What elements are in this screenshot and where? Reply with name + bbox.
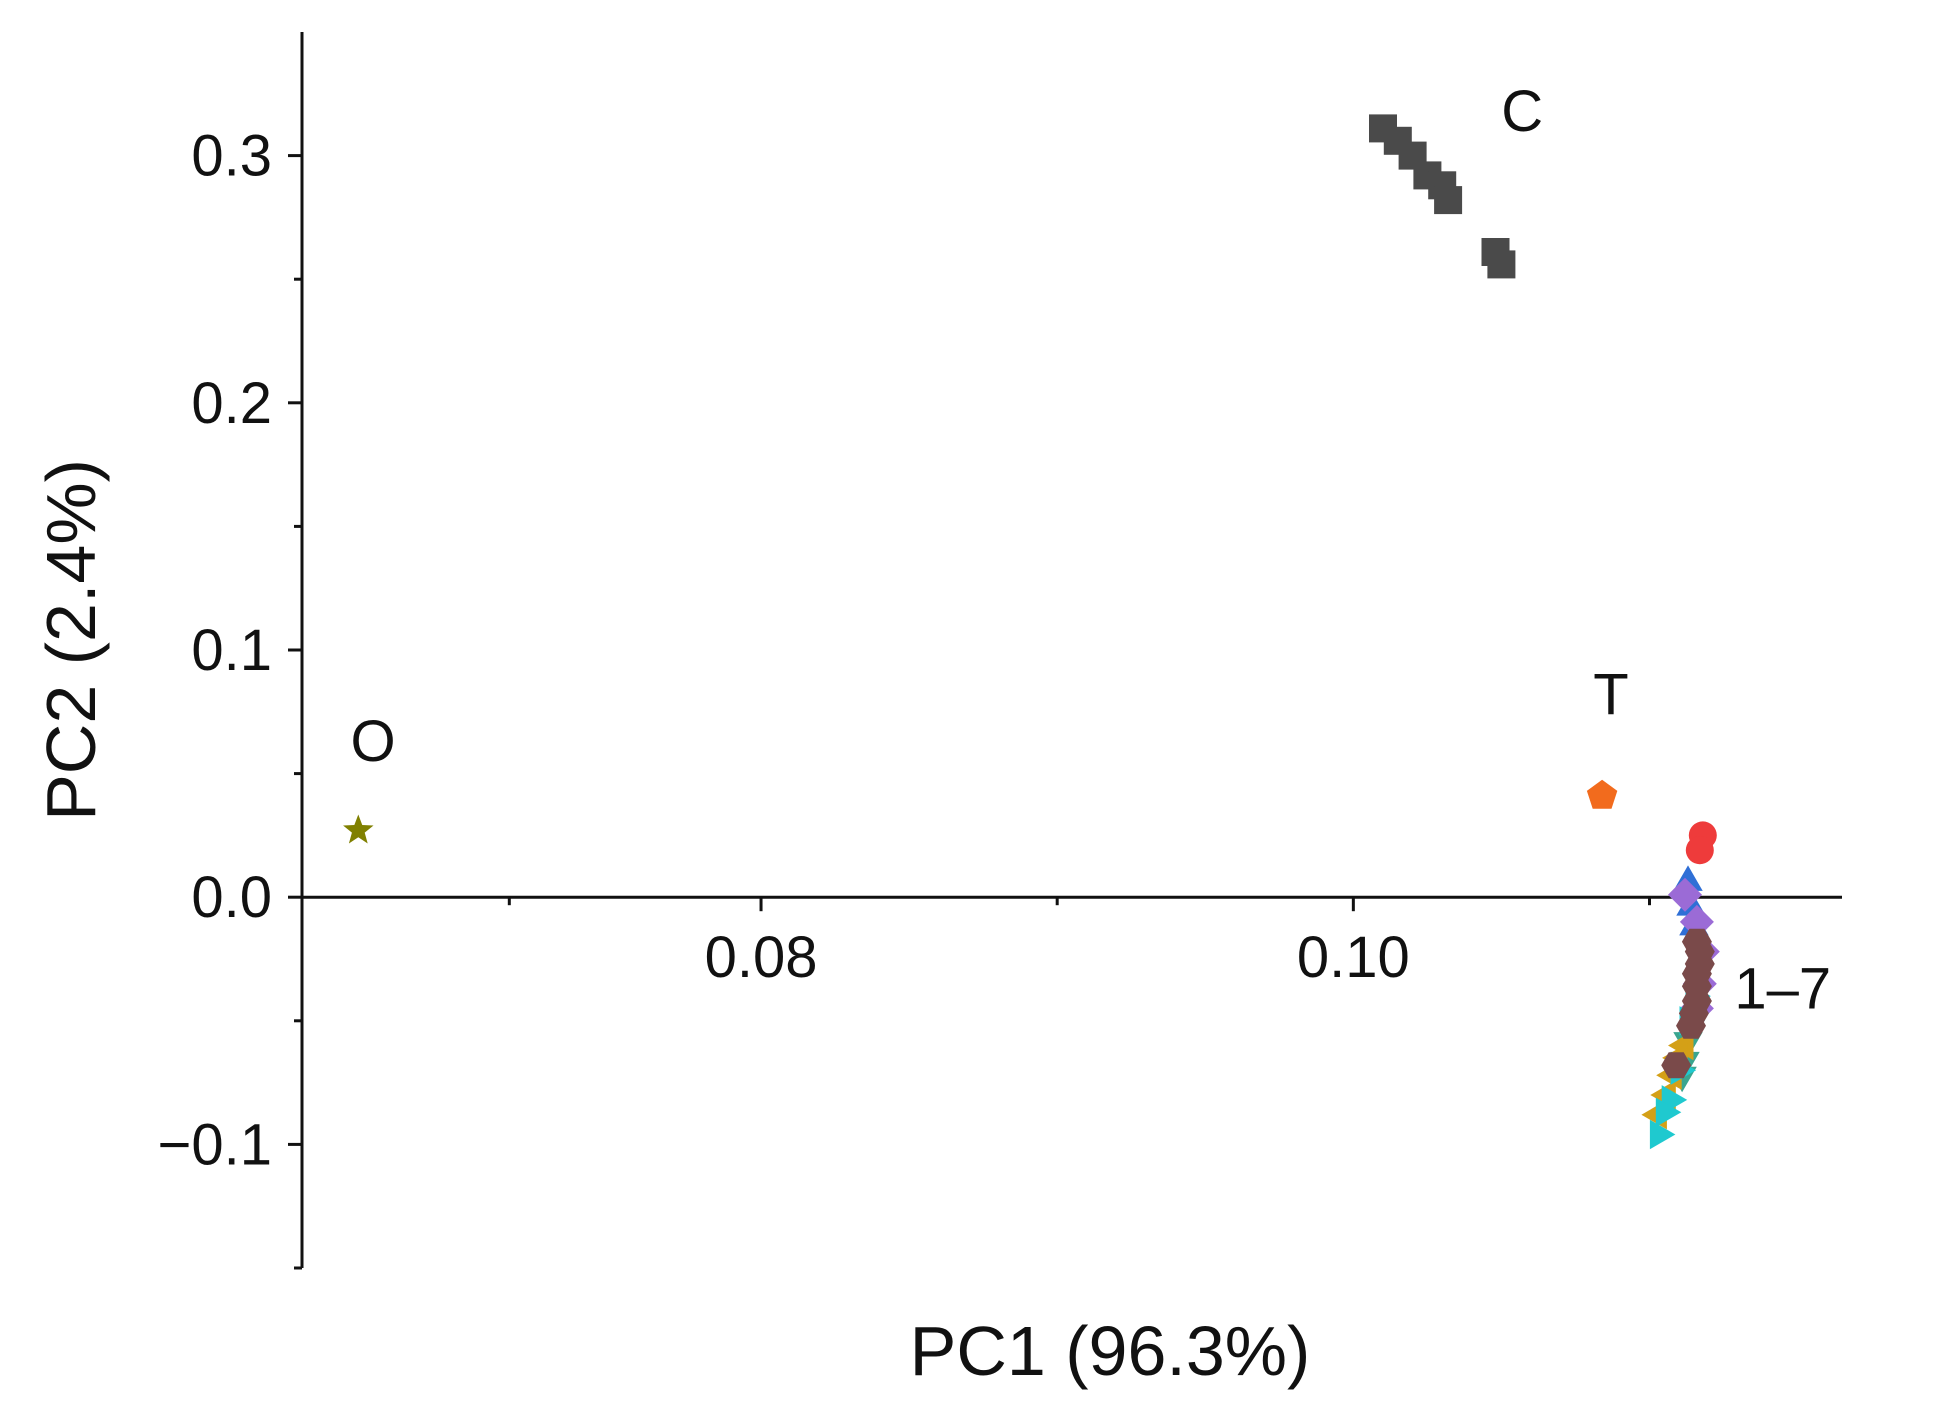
data-point-square — [1487, 250, 1516, 279]
data-point-hexagon — [1676, 1012, 1706, 1039]
y-tick-label: −0.1 — [158, 1112, 273, 1177]
axes — [288, 32, 1842, 1270]
y-axis-title: PC2 (2.4%) — [32, 459, 110, 821]
data-point-diamond — [1668, 877, 1702, 912]
data-point-triangle-right — [1655, 1097, 1682, 1128]
y-tick-label: 0.2 — [191, 371, 272, 436]
series-hexagon — [1661, 928, 1715, 1079]
data-point-hexagon — [1661, 1052, 1692, 1079]
cluster-label: C — [1501, 79, 1543, 144]
series-star — [343, 814, 374, 844]
data-point-triangle-right — [1649, 1119, 1676, 1150]
cluster-label: O — [351, 709, 396, 774]
x-axis-title: PC1 (96.3%) — [910, 1312, 1311, 1390]
data-point-circle — [1685, 836, 1714, 865]
data-point-pentagon — [1586, 779, 1618, 809]
data-point-diamond — [1679, 904, 1714, 939]
x-tick-label: 0.10 — [1297, 925, 1410, 990]
chart-labels: 0.3 0.2 0.1 0.0 −0.1 0.08 0.10 C T O 1–7 — [158, 79, 1832, 1178]
x-tick-label: 0.08 — [705, 925, 818, 990]
data-points — [343, 114, 1720, 1150]
y-tick-label: 0.3 — [191, 124, 272, 189]
series-square — [1369, 114, 1516, 279]
series-circle — [1685, 821, 1717, 865]
data-point-square — [1434, 186, 1463, 215]
data-point-star — [343, 814, 374, 844]
y-tick-label: 0.0 — [191, 865, 272, 930]
y-tick-label: 0.1 — [191, 618, 272, 683]
cluster-label: 1–7 — [1734, 956, 1831, 1021]
series-pentagon — [1586, 779, 1618, 809]
cluster-label: T — [1593, 662, 1628, 727]
